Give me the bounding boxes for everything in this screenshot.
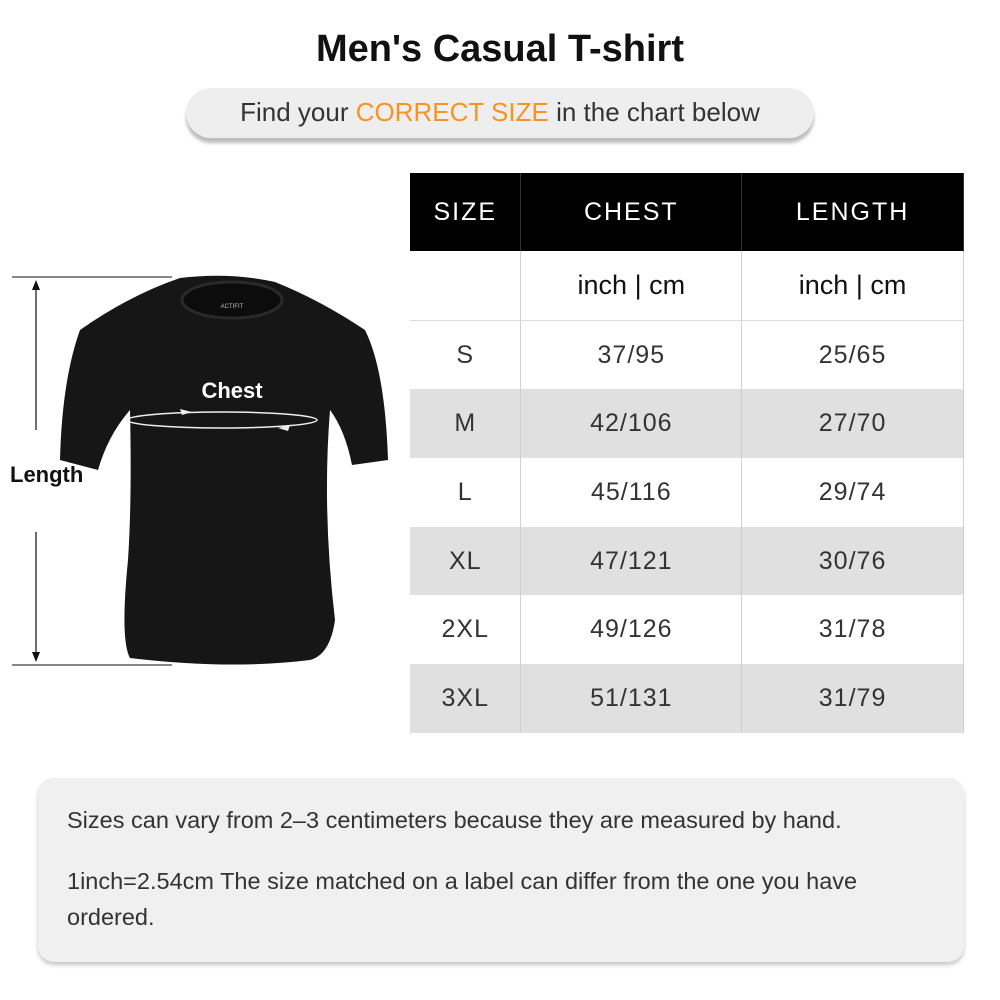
banner-highlight: CORRECT SIZE [355, 97, 549, 127]
tshirt-shape [60, 275, 388, 665]
chest-label: Chest [201, 378, 263, 403]
note-conversion: 1inch=2.54cm The size matched on a label… [67, 868, 858, 930]
units-row: inch | cm inch | cm [410, 251, 964, 321]
length-cell: 31/79 [741, 664, 964, 733]
size-cell: XL [410, 526, 522, 596]
table-row: S 37/95 25/65 [410, 320, 964, 390]
units-cell: inch | cm [741, 251, 964, 321]
banner-suffix: in the chart below [548, 97, 760, 127]
length-cell: 29/74 [741, 458, 964, 527]
chest-cell: 42/106 [520, 389, 743, 459]
tshirt-diagram: ACTIFIT Chest [12, 275, 388, 666]
tshirt-collar [180, 280, 284, 320]
page-title: Men's Casual T-shirt [315, 28, 684, 70]
length-cell: 31/78 [741, 595, 964, 665]
units-cell [410, 251, 522, 321]
length-cell: 25/65 [741, 320, 964, 390]
length-cell: 30/76 [741, 526, 964, 596]
arrow-up-icon [32, 280, 40, 290]
table-header-row: SIZE CHEST LENGTH [410, 173, 964, 251]
size-cell: 2XL [410, 595, 522, 665]
note-measurement: Sizes can vary from 2–3 centimeters beca… [67, 807, 842, 833]
length-cell: 27/70 [741, 389, 964, 459]
size-hint-banner: Find your CORRECT SIZE in the chart belo… [186, 88, 814, 138]
header-chest: CHEST [520, 173, 743, 251]
table-row: 2XL 49/126 31/78 [410, 595, 964, 665]
size-cell: M [410, 389, 522, 459]
chest-cell: 47/121 [520, 526, 743, 596]
banner-prefix: Find your [240, 97, 356, 127]
brand-logo: ACTIFIT [221, 304, 244, 310]
header-size: SIZE [410, 173, 522, 251]
arrow-down-icon [32, 652, 40, 662]
chest-cell: 49/126 [520, 595, 743, 665]
arrow-right-icon [180, 409, 192, 415]
chest-cell: 37/95 [520, 320, 743, 390]
length-label: Length [10, 462, 84, 487]
header-length: LENGTH [741, 173, 964, 251]
size-notes-box: Sizes can vary from 2–3 centimeters beca… [38, 778, 964, 962]
chest-measure-loop [126, 411, 318, 429]
table-row: M 42/106 27/70 [410, 389, 964, 459]
table-row: L 45/116 29/74 [410, 458, 964, 527]
arrow-left-icon [278, 425, 290, 431]
chest-cell: 45/116 [520, 458, 743, 527]
size-cell: S [410, 320, 522, 390]
table-row: XL 47/121 30/76 [410, 526, 964, 596]
size-cell: L [410, 458, 522, 527]
chest-cell: 51/131 [520, 664, 743, 733]
size-cell: 3XL [410, 664, 522, 733]
table-row: 3XL 51/131 31/79 [410, 664, 964, 733]
units-cell: inch | cm [520, 251, 743, 321]
